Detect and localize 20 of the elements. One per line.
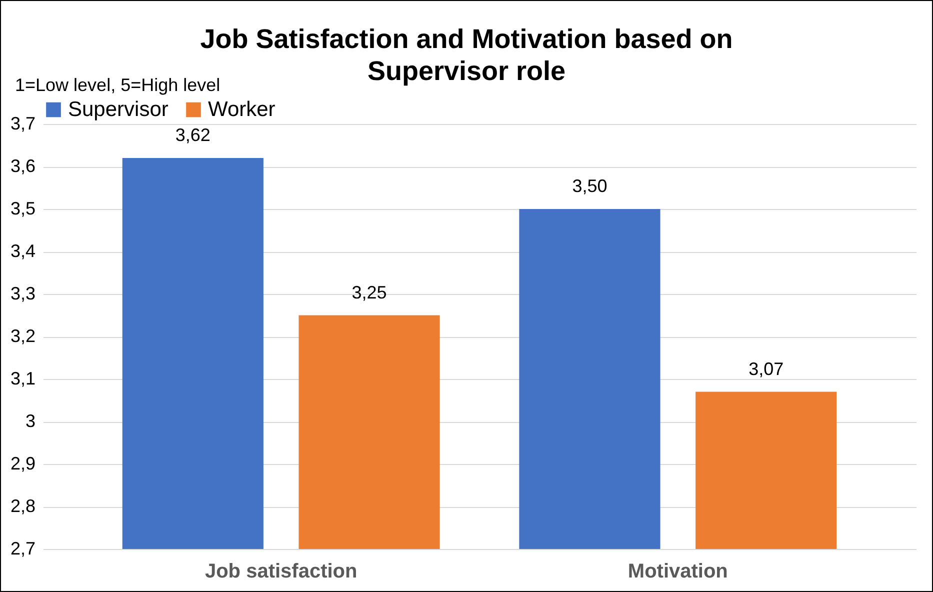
y-tick-label: 3	[25, 411, 36, 431]
y-tick-label: 2,8	[10, 496, 36, 516]
y-tick-label: 2,7	[10, 538, 36, 558]
x-tick-label: Motivation	[628, 560, 728, 582]
legend-label: Supervisor	[68, 98, 168, 121]
y-tick-label: 3,5	[10, 198, 36, 218]
y-tick-label: 3,3	[10, 284, 36, 304]
y-tick-label: 3,2	[10, 326, 36, 346]
data-label: 3,25	[352, 282, 387, 302]
legend-label: Worker	[208, 98, 276, 121]
data-label: 3,62	[175, 125, 210, 145]
y-tick-label: 3,7	[10, 114, 36, 134]
x-tick-label: Job satisfaction	[204, 560, 358, 582]
y-tick-label: 3,4	[10, 241, 36, 261]
y-tick-label: 2,9	[10, 454, 36, 474]
y-tick-label: 3,1	[10, 368, 36, 388]
data-label: 3,50	[572, 176, 608, 196]
y-tick-label: 3,6	[10, 156, 36, 176]
data-label: 3,07	[748, 358, 784, 379]
chart-subtitle: 1=Low level, 5=High level	[15, 75, 220, 96]
